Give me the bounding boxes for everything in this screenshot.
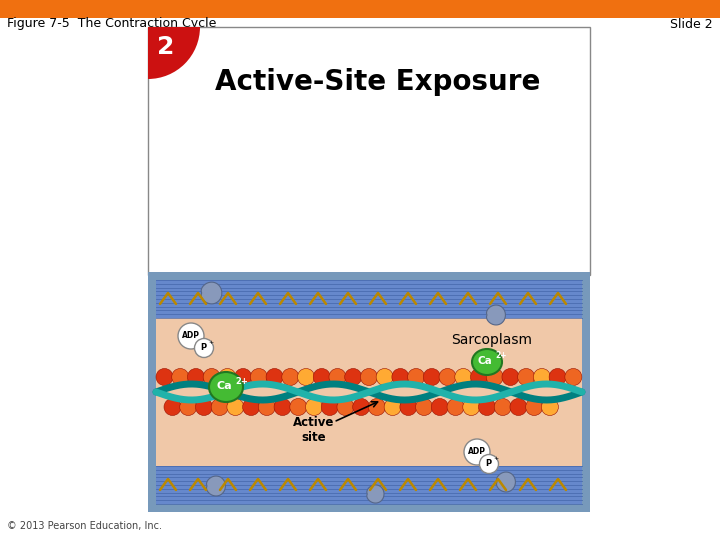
Circle shape [541,399,559,415]
Polygon shape [487,305,505,325]
Circle shape [243,399,260,415]
Circle shape [384,399,401,415]
Circle shape [423,368,441,386]
Circle shape [470,368,487,386]
Circle shape [297,368,315,386]
Circle shape [258,399,275,415]
Circle shape [266,368,283,386]
Text: ADP: ADP [468,447,486,456]
Circle shape [187,368,204,386]
Circle shape [219,368,236,386]
Text: ADP: ADP [182,330,200,340]
Text: Active
site: Active site [293,416,334,444]
Circle shape [203,368,220,386]
Circle shape [534,368,550,386]
Text: P: P [200,342,206,352]
Bar [148,272,590,512]
Circle shape [235,368,251,386]
Text: © 2013 Pearson Education, Inc.: © 2013 Pearson Education, Inc. [7,521,162,531]
Circle shape [479,399,495,415]
Circle shape [400,399,417,415]
Circle shape [313,368,330,386]
Ellipse shape [209,372,243,402]
Circle shape [431,399,449,415]
Bar [0,0,720,18]
Circle shape [305,399,323,415]
Circle shape [502,368,519,386]
Circle shape [211,399,228,415]
Circle shape [156,368,173,386]
Circle shape [172,368,189,386]
Circle shape [408,368,425,386]
Bar [156,280,582,318]
Text: +: + [493,456,498,462]
Bar [148,27,590,275]
Circle shape [282,368,299,386]
Text: P: P [485,458,491,468]
Circle shape [510,399,527,415]
Circle shape [439,368,456,386]
Circle shape [337,399,354,415]
Circle shape [526,399,543,415]
Circle shape [361,368,377,386]
Circle shape [164,399,181,415]
Circle shape [227,399,244,415]
Polygon shape [497,472,516,492]
Circle shape [329,368,346,386]
Circle shape [447,399,464,415]
Text: Slide 2: Slide 2 [670,17,713,30]
Text: Sarcoplasm: Sarcoplasm [451,333,533,347]
Text: 2: 2 [157,35,175,59]
Text: Figure 7-5  The Contraction Cycle: Figure 7-5 The Contraction Cycle [7,17,217,30]
Circle shape [251,368,267,386]
Text: Ca: Ca [216,381,232,391]
Bar [156,466,582,504]
Text: +: + [208,341,213,346]
Ellipse shape [472,349,502,375]
Circle shape [321,399,338,415]
Circle shape [486,368,503,386]
Circle shape [455,368,472,386]
Circle shape [369,399,385,415]
Circle shape [549,368,566,386]
Text: 2+: 2+ [235,376,248,386]
Bar [156,280,582,504]
Text: Active-Site Exposure: Active-Site Exposure [215,68,541,96]
Circle shape [194,339,214,357]
Circle shape [480,455,498,474]
Polygon shape [367,485,384,503]
Circle shape [464,439,490,465]
Circle shape [178,323,204,349]
Circle shape [565,368,582,386]
Circle shape [180,399,197,415]
Text: Ca: Ca [477,356,492,366]
Circle shape [195,399,212,415]
Circle shape [376,368,393,386]
Circle shape [353,399,369,415]
Polygon shape [207,476,225,496]
Circle shape [289,399,307,415]
Circle shape [518,368,535,386]
Polygon shape [201,282,222,304]
Text: 2+: 2+ [495,352,506,361]
Circle shape [392,368,409,386]
Circle shape [463,399,480,415]
Circle shape [274,399,291,415]
Wedge shape [148,27,200,79]
Circle shape [345,368,361,386]
Circle shape [494,399,511,415]
Circle shape [415,399,433,415]
